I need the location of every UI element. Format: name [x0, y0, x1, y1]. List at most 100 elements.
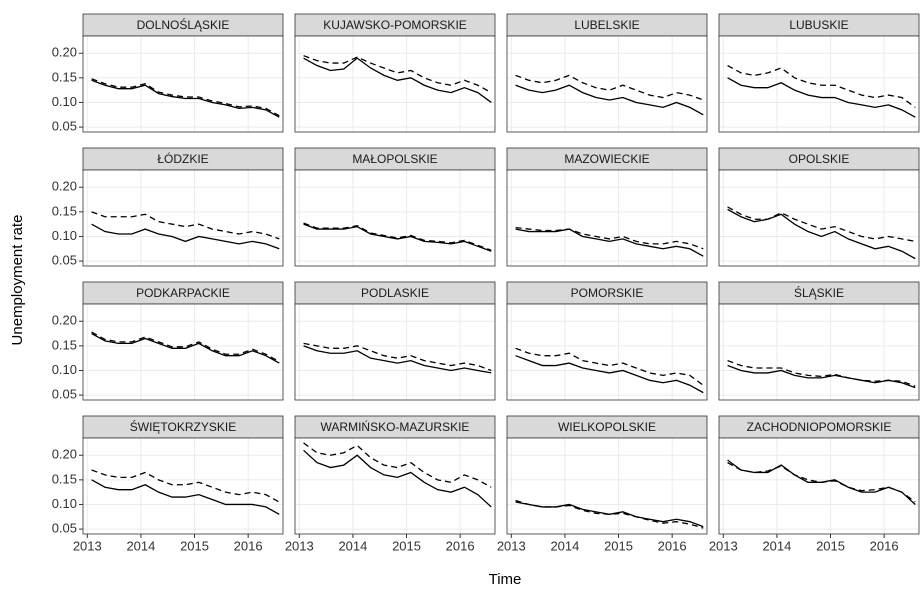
- x-tick-label: 2015: [604, 538, 633, 553]
- series-line: [727, 360, 916, 387]
- series-line: [303, 55, 492, 94]
- y-tick-label: 0.05: [52, 521, 77, 536]
- series-line: [515, 84, 704, 116]
- x-tick-label: 2014: [550, 538, 579, 553]
- x-tick-label: 2016: [658, 538, 687, 553]
- x-tick-label: 2014: [126, 538, 155, 553]
- panel-border: [506, 169, 708, 267]
- panel-border: [82, 35, 284, 133]
- panel-background: [719, 438, 919, 534]
- y-tick-label: 0.05: [52, 119, 77, 134]
- panel-background: [507, 438, 707, 534]
- panel-background: [719, 36, 919, 132]
- panel-border: [506, 303, 708, 401]
- panel-border: [294, 437, 496, 535]
- series-line: [91, 331, 280, 363]
- panel-background: [83, 36, 283, 132]
- panel-background: [295, 36, 495, 132]
- series-line: [303, 342, 492, 372]
- panel-background: [507, 170, 707, 266]
- strip-title: ŁÓDZKIE: [157, 151, 208, 166]
- strip-title: ZACHODNIOPOMORSKIE: [747, 420, 892, 434]
- series-line: [727, 462, 916, 503]
- strip-title: PODLASKIE: [361, 286, 429, 300]
- series-line: [727, 64, 916, 108]
- panel-border: [82, 169, 284, 267]
- y-tick-label: 0.15: [52, 203, 77, 218]
- x-tick-label: 2013: [709, 538, 738, 553]
- series-line: [727, 77, 916, 118]
- x-tick-label: 2016: [234, 538, 263, 553]
- panel-border: [294, 35, 496, 133]
- series-line: [515, 347, 704, 386]
- series-line: [727, 208, 916, 260]
- y-tick-label: 0.10: [52, 362, 77, 377]
- x-tick-label: 2015: [180, 538, 209, 553]
- y-tick-label: 0.05: [52, 387, 77, 402]
- panel-border: [506, 35, 708, 133]
- series-line: [515, 226, 704, 250]
- series-line: [303, 442, 492, 488]
- panel-border: [718, 437, 920, 535]
- panel-background: [83, 304, 283, 400]
- strip-title: ŚWIĘTOKRZYSKIE: [130, 419, 236, 434]
- strip-title: MAZOWIECKIE: [564, 152, 649, 166]
- series-line: [515, 74, 704, 101]
- x-tick-label: 2015: [816, 538, 845, 553]
- series-line: [303, 449, 492, 508]
- x-tick-label: 2013: [73, 538, 102, 553]
- series-line: [91, 332, 280, 364]
- x-tick-label: 2013: [497, 538, 526, 553]
- panel-background: [507, 36, 707, 132]
- strip-title: WARMIŃSKO-MAZURSKIE: [321, 419, 470, 434]
- y-tick-label: 0.05: [52, 253, 77, 268]
- strip-title: POMORSKIE: [571, 286, 644, 300]
- panel-background: [295, 170, 495, 266]
- panel-border: [82, 303, 284, 401]
- x-tick-label: 2016: [870, 538, 899, 553]
- panel-border: [718, 169, 920, 267]
- y-tick-label: 0.10: [52, 94, 77, 109]
- y-axis-title: Unemployment rate: [9, 215, 26, 346]
- panel-background: [719, 304, 919, 400]
- series-line: [727, 364, 916, 389]
- x-axis-title: Time: [489, 571, 522, 588]
- y-tick-label: 0.20: [52, 313, 77, 328]
- y-tick-label: 0.15: [52, 471, 77, 486]
- y-tick-label: 0.15: [52, 337, 77, 352]
- panel-border: [718, 35, 920, 133]
- y-tick-label: 0.20: [52, 179, 77, 194]
- panel-border: [506, 437, 708, 535]
- strip-title: LUBELSKIE: [574, 18, 639, 32]
- y-tick-label: 0.10: [52, 496, 77, 511]
- series-line: [515, 499, 704, 529]
- series-line: [515, 355, 704, 394]
- series-line: [303, 222, 492, 251]
- strip-title: KUJAWSKO-POMORSKIE: [323, 18, 467, 32]
- series-line: [727, 206, 916, 243]
- y-tick-label: 0.20: [52, 447, 77, 462]
- x-tick-label: 2015: [392, 538, 421, 553]
- panel-border: [294, 303, 496, 401]
- panel-background: [295, 304, 495, 400]
- panel-background: [507, 304, 707, 400]
- x-tick-label: 2016: [446, 538, 475, 553]
- x-tick-label: 2013: [285, 538, 314, 553]
- y-tick-label: 0.20: [52, 45, 77, 60]
- series-line: [303, 345, 492, 374]
- series-line: [91, 211, 280, 240]
- series-line: [91, 78, 280, 117]
- series-line: [91, 79, 280, 118]
- series-line: [515, 228, 704, 257]
- y-tick-label: 0.10: [52, 228, 77, 243]
- series-line: [303, 223, 492, 252]
- strip-title: ŚLĄSKIE: [794, 285, 844, 300]
- panel-background: [83, 438, 283, 534]
- series-line: [91, 479, 280, 515]
- panel-border: [82, 437, 284, 535]
- panel-background: [295, 438, 495, 534]
- y-tick-label: 0.15: [52, 69, 77, 84]
- strip-title: OPOLSKIE: [789, 152, 850, 166]
- strip-title: MAŁOPOLSKIE: [352, 152, 437, 166]
